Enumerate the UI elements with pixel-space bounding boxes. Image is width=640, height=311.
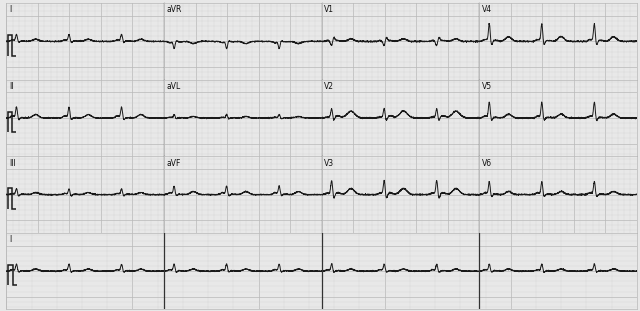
Text: aVF: aVF	[166, 159, 180, 168]
Text: III: III	[9, 159, 15, 168]
Text: aVR: aVR	[166, 5, 182, 14]
Text: V1: V1	[324, 5, 334, 14]
Text: aVL: aVL	[166, 82, 180, 91]
Text: V5: V5	[481, 82, 492, 91]
Text: I: I	[9, 5, 11, 14]
Text: V4: V4	[481, 5, 492, 14]
Text: V3: V3	[324, 159, 334, 168]
Text: V2: V2	[324, 82, 334, 91]
Text: V6: V6	[481, 159, 492, 168]
Text: II: II	[9, 82, 13, 91]
Text: I: I	[9, 235, 11, 244]
